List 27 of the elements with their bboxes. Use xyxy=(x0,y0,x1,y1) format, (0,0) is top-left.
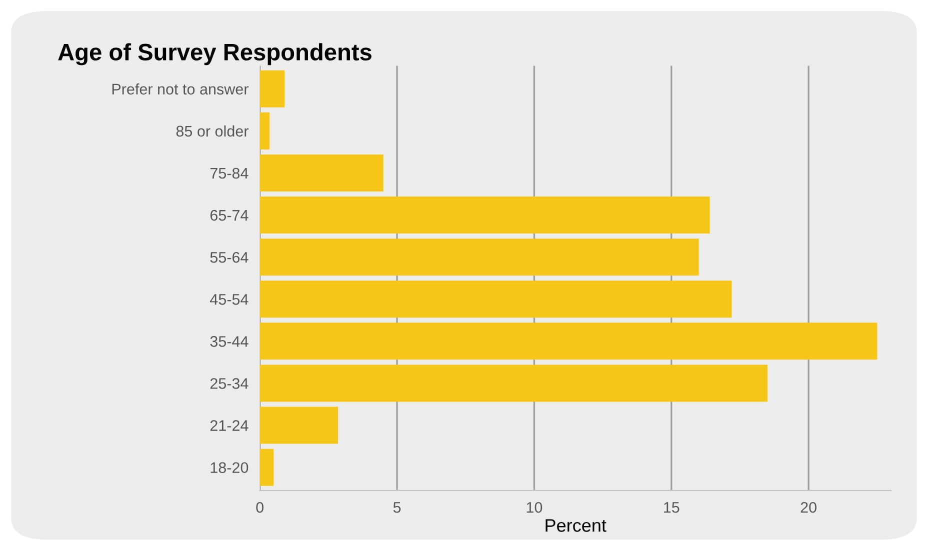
y-tick-label: 65-74 xyxy=(210,210,248,221)
chart-title: Age of Survey Respondents xyxy=(58,43,372,66)
x-tick-label: 5 xyxy=(393,502,401,513)
y-tick-label: 85 or older xyxy=(176,125,248,137)
y-tick-label: 55-64 xyxy=(210,252,248,263)
x-tick-label: 15 xyxy=(664,502,680,513)
bar xyxy=(260,238,699,276)
bar xyxy=(260,364,768,402)
x-axis-title: Percent xyxy=(546,519,606,532)
bar xyxy=(260,154,384,192)
y-tick-label: 25-34 xyxy=(210,378,248,389)
y-tick-label: 21-24 xyxy=(210,420,248,431)
y-tick-label: 35-44 xyxy=(210,336,248,347)
x-tick-label: 20 xyxy=(800,502,816,513)
bar xyxy=(260,70,285,108)
bar xyxy=(260,406,338,444)
y-tick-label: 45-54 xyxy=(210,294,248,305)
bar xyxy=(260,322,878,360)
bar xyxy=(260,448,274,486)
bar xyxy=(260,196,710,234)
y-tick-label: 18-20 xyxy=(210,462,248,474)
x-tick-label: 10 xyxy=(526,502,542,513)
x-tick-label: 0 xyxy=(256,502,264,513)
y-tick-label: 75-84 xyxy=(210,168,248,179)
bar xyxy=(260,280,732,318)
y-tick-label: Prefer not to answer xyxy=(112,83,248,95)
bar xyxy=(260,112,270,150)
